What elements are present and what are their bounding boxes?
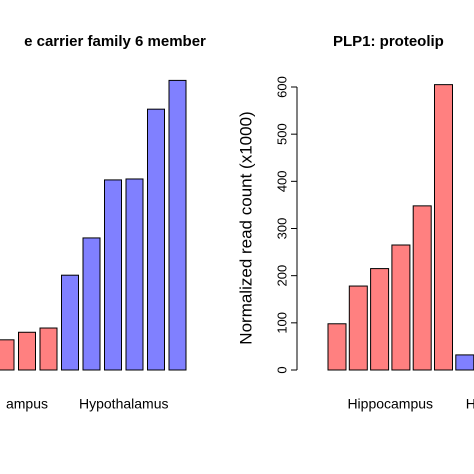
bar	[39, 327, 58, 371]
bar	[391, 244, 411, 371]
bar	[370, 268, 390, 371]
y-tick-label: 500	[274, 123, 289, 145]
group-label: Hypothalamus	[79, 396, 169, 412]
group-label: ampus	[6, 396, 48, 412]
chart-title: e carrier family 6 member	[24, 33, 206, 50]
bar	[412, 205, 432, 371]
y-tick-label: 600	[274, 76, 289, 98]
group-label: H	[466, 396, 474, 412]
bar	[104, 179, 122, 371]
bar	[434, 84, 453, 371]
bar	[348, 285, 368, 371]
bar	[18, 331, 36, 371]
y-tick-label: 0	[274, 366, 289, 373]
bar	[147, 108, 165, 371]
bar	[82, 237, 101, 371]
y-axis-label: Normalized read count (x1000)	[236, 111, 255, 344]
group-label: Hippocampus	[347, 396, 433, 412]
bar	[168, 79, 187, 371]
y-tick-label: 200	[274, 265, 289, 287]
y-tick-label: 300	[274, 218, 289, 240]
bar	[125, 178, 144, 371]
bar	[0, 339, 15, 371]
y-tick-label: 400	[274, 170, 289, 192]
bar	[61, 274, 79, 371]
bar	[327, 323, 347, 371]
bar	[455, 354, 474, 371]
chart-title: PLP1: proteolip	[333, 33, 444, 50]
y-tick-label: 100	[274, 312, 289, 334]
